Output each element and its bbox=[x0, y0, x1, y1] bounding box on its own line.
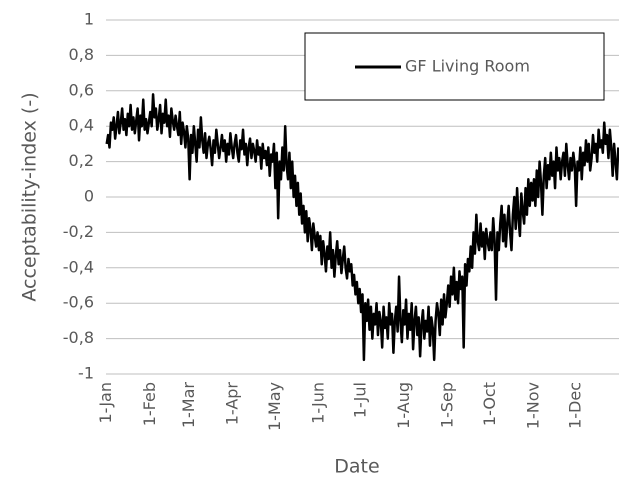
y-tick-label: 0,4 bbox=[69, 116, 94, 135]
x-tick-label: 1-Oct bbox=[480, 382, 499, 426]
y-tick-label: 0,2 bbox=[69, 151, 94, 170]
y-tick-label: -0,4 bbox=[63, 257, 94, 276]
x-tick-label: 1-Jun bbox=[308, 382, 327, 424]
x-tick-label: 1-May bbox=[265, 382, 284, 431]
legend-label: GF Living Room bbox=[405, 57, 530, 76]
y-tick-label: 0,8 bbox=[69, 45, 94, 64]
x-tick-label: 1-Jan bbox=[96, 382, 115, 424]
data-line bbox=[105, 93, 619, 362]
x-tick-label: 1-Apr bbox=[223, 382, 242, 426]
x-tick-label: 1-Feb bbox=[140, 382, 159, 426]
y-tick-label: -0,2 bbox=[63, 222, 94, 241]
y-tick-label: 0 bbox=[84, 187, 94, 206]
y-tick-label: -1 bbox=[78, 364, 94, 383]
y-axis-title: Acceptability-index (-) bbox=[19, 92, 41, 301]
x-tick-label: 1-Dec bbox=[566, 382, 585, 429]
legend-box bbox=[304, 32, 605, 101]
x-tick-label: 1-Jul bbox=[351, 382, 370, 418]
y-tick-label: 1 bbox=[84, 10, 94, 29]
y-tick-label: -0,8 bbox=[63, 328, 94, 347]
x-tick-label: 1-Nov bbox=[523, 382, 542, 429]
y-tick-label: -0,6 bbox=[63, 293, 94, 312]
x-tick-label: 1-Mar bbox=[179, 382, 198, 429]
x-axis-title: Date bbox=[334, 456, 379, 478]
x-tick-label: 1-Sep bbox=[438, 382, 457, 428]
y-tick-label: 0,6 bbox=[69, 80, 94, 99]
x-tick-label: 1-Aug bbox=[394, 382, 413, 429]
